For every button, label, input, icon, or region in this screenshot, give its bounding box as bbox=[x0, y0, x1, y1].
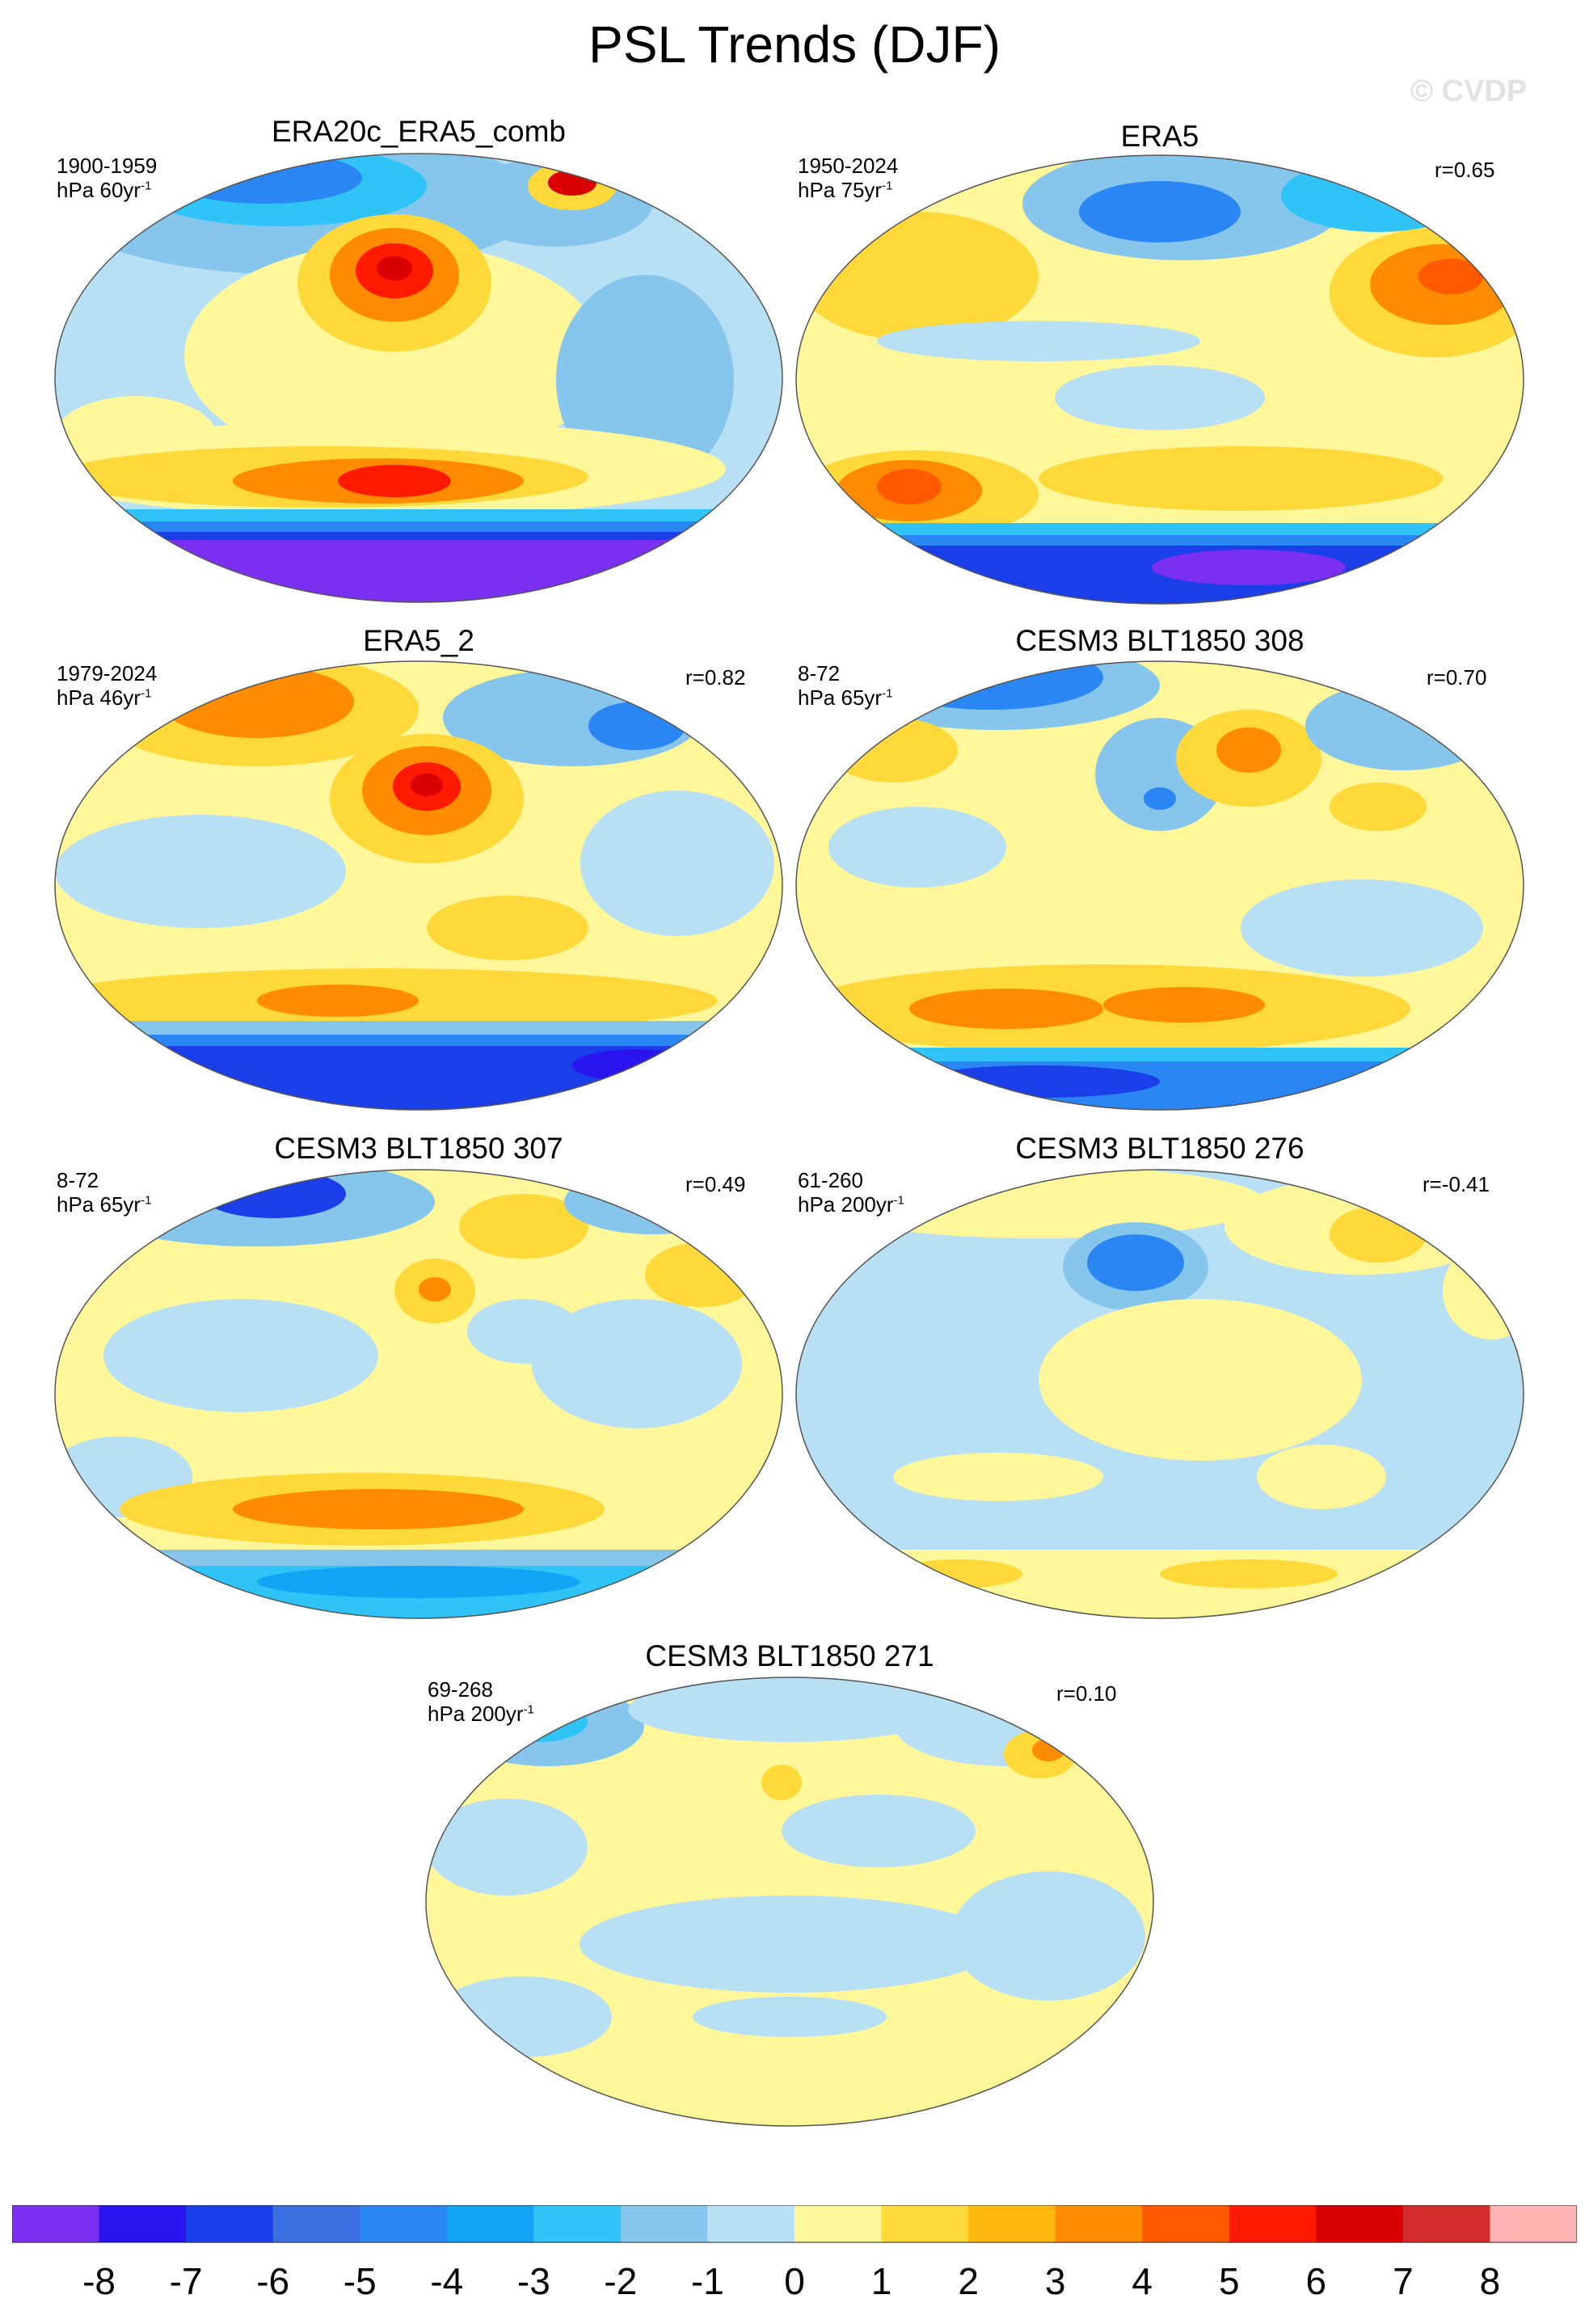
colorbar-tick-label: -3 bbox=[516, 2260, 550, 2302]
colorbar-tick-label: 2 bbox=[958, 2260, 979, 2302]
map-panel-era5-2 bbox=[54, 660, 783, 1111]
colorbar-tick-label: 5 bbox=[1218, 2260, 1240, 2302]
panel-title-cesm3-307: CESM3 BLT1850 307 bbox=[274, 1132, 563, 1165]
colorbar-swatch bbox=[968, 2205, 1056, 2242]
colorbar-tick-label: -4 bbox=[430, 2260, 464, 2302]
colorbar-tick-label: -6 bbox=[256, 2260, 290, 2302]
panel-period: 1979-2024 bbox=[57, 661, 158, 685]
colorbar-swatch bbox=[1402, 2205, 1490, 2242]
panel-units: hPa 46yr-1 bbox=[57, 685, 152, 710]
panel-correlation: r=0.10 bbox=[1056, 1681, 1117, 1706]
map-panel-cesm3-308 bbox=[795, 660, 1524, 1111]
colorbar-swatch bbox=[1490, 2205, 1577, 2242]
panel-correlation: r=0.65 bbox=[1435, 158, 1495, 182]
colorbar-tick-label: 0 bbox=[784, 2260, 805, 2302]
colorbar-swatch bbox=[12, 2205, 100, 2242]
map-panel-era5 bbox=[795, 154, 1524, 605]
colorbar-swatch bbox=[360, 2205, 448, 2242]
colorbar-swatch bbox=[272, 2205, 360, 2242]
cvdp-watermark: © CVDP bbox=[1410, 74, 1528, 108]
panel-title-era5-2: ERA5_2 bbox=[363, 624, 474, 657]
map-panel-cesm3-271 bbox=[425, 1677, 1154, 2127]
map-panel-era20c-era5-comb bbox=[54, 153, 783, 603]
colorbar-tick-label: 8 bbox=[1479, 2260, 1501, 2302]
colorbar-tick-label: 6 bbox=[1305, 2260, 1327, 2302]
colorbar-tick-label: 7 bbox=[1393, 2260, 1414, 2302]
colorbar-swatch bbox=[446, 2205, 534, 2242]
panel-title-era5: ERA5 bbox=[1120, 120, 1199, 153]
panel-title-cesm3-308: CESM3 BLT1850 308 bbox=[1015, 624, 1304, 657]
panel-period: 61-260 bbox=[798, 1168, 863, 1192]
panel-units: hPa 65yr-1 bbox=[798, 685, 893, 710]
panel-correlation: r=-0.41 bbox=[1423, 1172, 1490, 1196]
colorbar bbox=[12, 2205, 1577, 2243]
map-panel-cesm3-276 bbox=[795, 1169, 1524, 1619]
colorbar-swatch bbox=[99, 2205, 187, 2242]
panel-correlation: r=0.49 bbox=[685, 1172, 746, 1196]
colorbar-swatch bbox=[1316, 2205, 1404, 2242]
colorbar-tick-label: 3 bbox=[1044, 2260, 1066, 2302]
panel-units: hPa 200yr-1 bbox=[798, 1192, 904, 1217]
figure-title: PSL Trends (DJF) bbox=[588, 15, 1001, 74]
colorbar-swatch bbox=[1142, 2205, 1230, 2242]
colorbar-tick-label: -2 bbox=[604, 2260, 638, 2302]
panel-period: 8-72 bbox=[798, 661, 841, 685]
map-panel-cesm3-307 bbox=[54, 1169, 783, 1619]
panel-title-cesm3-271: CESM3 BLT1850 271 bbox=[645, 1639, 934, 1672]
colorbar-swatch bbox=[707, 2205, 795, 2242]
colorbar-swatch bbox=[794, 2205, 883, 2242]
colorbar-tick-label: 4 bbox=[1132, 2260, 1153, 2302]
panel-units: hPa 65yr-1 bbox=[57, 1192, 152, 1217]
panel-correlation: r=0.70 bbox=[1427, 665, 1487, 690]
colorbar-tick-label: -1 bbox=[690, 2260, 724, 2302]
colorbar-swatch bbox=[186, 2205, 274, 2242]
panel-units: hPa 75yr-1 bbox=[798, 178, 893, 202]
panel-period: 1950-2024 bbox=[798, 154, 899, 178]
panel-units: hPa 200yr-1 bbox=[428, 1702, 534, 1726]
panel-period: 8-72 bbox=[57, 1168, 99, 1192]
colorbar-swatch bbox=[881, 2205, 969, 2242]
colorbar-swatch bbox=[620, 2205, 708, 2242]
colorbar-tick-label: 1 bbox=[870, 2260, 892, 2302]
panel-title-era20c-era5-comb: ERA20c_ERA5_comb bbox=[271, 115, 567, 148]
colorbar-swatch bbox=[1229, 2205, 1317, 2242]
panel-title-cesm3-276: CESM3 BLT1850 276 bbox=[1015, 1132, 1304, 1165]
panel-correlation: r=0.82 bbox=[685, 665, 746, 690]
panel-period: 1900-1959 bbox=[57, 154, 158, 178]
colorbar-tick-label: -7 bbox=[169, 2260, 203, 2302]
colorbar-swatch bbox=[1055, 2205, 1143, 2242]
colorbar-border bbox=[12, 2205, 1577, 2243]
colorbar-tick-label: -8 bbox=[82, 2260, 116, 2302]
panel-units: hPa 60yr-1 bbox=[57, 178, 152, 202]
colorbar-tick-label: -5 bbox=[343, 2260, 377, 2302]
colorbar-swatch bbox=[533, 2205, 622, 2242]
panel-period: 69-268 bbox=[428, 1677, 493, 1702]
